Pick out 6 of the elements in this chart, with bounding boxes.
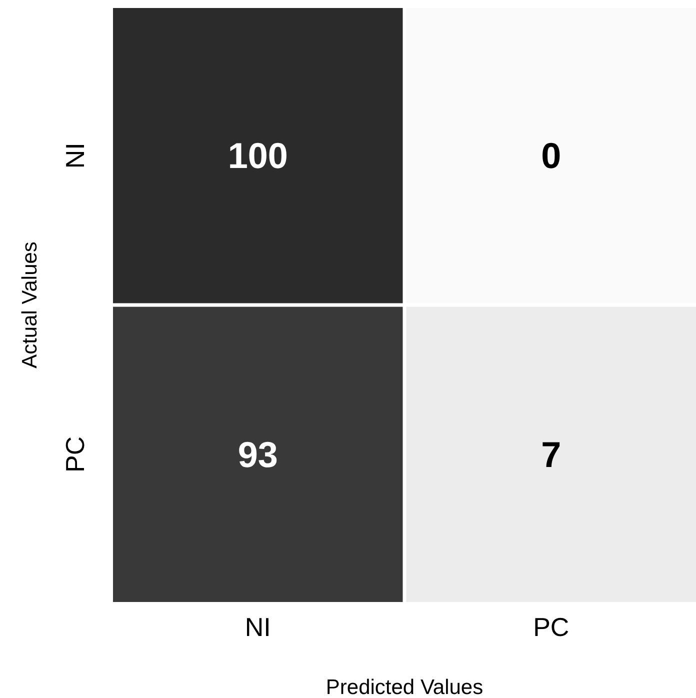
data-label: 100 xyxy=(228,135,288,176)
data-label: 7 xyxy=(541,434,562,475)
data-label: 0 xyxy=(541,135,562,176)
y-axis-title: Actual Values xyxy=(18,242,42,368)
data-label: 93 xyxy=(238,434,278,475)
x-axis-title: Predicted Values xyxy=(326,676,484,698)
